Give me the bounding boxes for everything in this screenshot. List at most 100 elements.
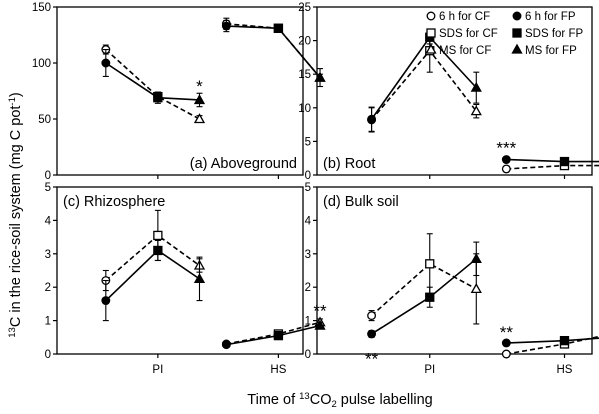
y-tick-label: 0 (45, 170, 51, 182)
y-tick-label: 0 (305, 349, 311, 361)
series-fp (101, 19, 326, 108)
plot-frame (56, 186, 304, 355)
y-tick-label: 3 (45, 249, 51, 261)
x-axis-label: Time of 13CO2 pulse labelling (247, 391, 432, 410)
panel-title: (b) Root (323, 156, 375, 172)
open-triangle-marker (193, 113, 206, 124)
y-tick-label: 1 (45, 316, 51, 328)
filled-square-marker (559, 156, 570, 167)
open-circle-marker (501, 349, 511, 359)
filled-triangle-marker (193, 273, 206, 284)
y-tick-label: 4 (45, 215, 52, 227)
plot-frame (316, 6, 593, 176)
open-triangle-marker (470, 283, 482, 294)
significance-marker: ** (500, 323, 514, 342)
y-tick-label: 20 (298, 36, 311, 48)
significance-marker: ** (365, 349, 379, 368)
filled-square-marker (153, 93, 163, 103)
filled-circle-marker (101, 296, 111, 306)
series-cf (101, 17, 326, 124)
filled-circle-marker (501, 155, 511, 164)
open-circle-marker (501, 164, 511, 174)
legend-item-ms-fp: MS for FP (511, 43, 577, 57)
y-tick-label: 4 (305, 215, 312, 227)
y-tick-label: 0 (305, 170, 311, 182)
plot-frame (316, 186, 593, 355)
y-tick-label: 15 (298, 69, 311, 81)
x-axis-label-sup: 13 (299, 391, 310, 402)
y-axis-label-sup: 13 (7, 327, 18, 338)
filled-circle-marker (221, 21, 231, 31)
y-tick-label: 100 (32, 58, 51, 70)
y-tick-label: 5 (305, 182, 311, 194)
significance-marker: *** (496, 138, 516, 157)
open-triangle-marker (470, 105, 482, 116)
y-tick-label: 5 (45, 182, 51, 194)
filled-square-marker (559, 335, 570, 346)
series-line (105, 48, 200, 120)
legend-item-6h-fp: 6 h for FP (512, 11, 576, 23)
series-line (105, 62, 200, 101)
x-tick-label: HS (270, 364, 286, 376)
y-tick-label: 50 (38, 114, 51, 126)
filled-circle-marker (367, 114, 377, 124)
chart-panel-3: 0 1 2 3 4 5 PI HS (c) Rhizosphere ** (45, 182, 327, 376)
filled-triangle-marker (314, 71, 326, 82)
filled-square-marker (425, 292, 435, 302)
filled-circle-marker (501, 338, 511, 348)
legend-item-sds-cf: SDS for CF (426, 28, 498, 40)
y-tick-label: 2 (45, 282, 51, 294)
filled-circle-marker (101, 58, 111, 68)
series-line (105, 234, 200, 282)
filled-triangle-marker (470, 252, 482, 263)
legend-label: 6 h for CF (439, 11, 490, 23)
series-line (371, 258, 477, 335)
open-circle-marker (367, 311, 377, 321)
y-tick-label: 2 (305, 282, 311, 294)
legend-item-ms-cf: MS for CF (425, 43, 491, 57)
filled-triangle-marker (314, 319, 326, 330)
x-tick-label: HS (557, 364, 573, 376)
legend-marker-filled-circle (512, 11, 522, 21)
filled-square-marker (273, 330, 284, 341)
y-tick-label: 0 (45, 349, 51, 361)
legend-marker-open-triangle (425, 43, 437, 54)
filled-triangle-marker (470, 81, 482, 92)
significance-marker: ** (313, 302, 327, 321)
legend-label: SDS for CF (439, 28, 498, 40)
series-line (506, 158, 599, 163)
legend-label: 6 h for FP (525, 11, 576, 23)
x-axis-label-post: pulse labelling (337, 392, 433, 408)
filled-triangle-marker (193, 94, 206, 105)
filled-circle-marker (221, 340, 231, 350)
y-tick-label: 5 (305, 136, 311, 148)
legend-marker-filled-triangle (511, 43, 523, 54)
series-fp (367, 241, 599, 348)
legend-marker-open-circle (426, 11, 436, 21)
y-axis-label: 13C in the rice-soil system (mg C pot-1) (7, 92, 24, 337)
legend-item-6h-cf: 6 h for CF (426, 11, 490, 23)
legend-label: MS for CF (439, 45, 491, 57)
x-axis-label-sub: 2 (331, 399, 336, 410)
series-cf (101, 209, 326, 349)
y-tick-label: 150 (32, 2, 51, 14)
plot-frame (56, 6, 304, 176)
series-line (226, 324, 321, 346)
filled-circle-marker (367, 329, 377, 339)
y-axis-label-exp: -1 (7, 97, 18, 105)
legend-item-sds-fp: SDS for FP (512, 28, 583, 40)
series-line (506, 335, 599, 355)
chart-panel-4: 0 1 2 3 4 5 PI HS (d) Bulk soil ** ** (305, 182, 599, 376)
legend-label: MS for FP (525, 45, 577, 57)
y-axis-label-main: C in the rice-soil system (mg C pot (8, 106, 24, 328)
open-square-marker (153, 230, 163, 241)
legend-marker-filled-square (512, 28, 522, 38)
panel-title: (d) Bulk soil (323, 194, 399, 210)
series-line (371, 262, 477, 317)
y-axis-label-end: ) (8, 92, 24, 97)
series-line (370, 49, 477, 121)
series-line (105, 249, 200, 302)
